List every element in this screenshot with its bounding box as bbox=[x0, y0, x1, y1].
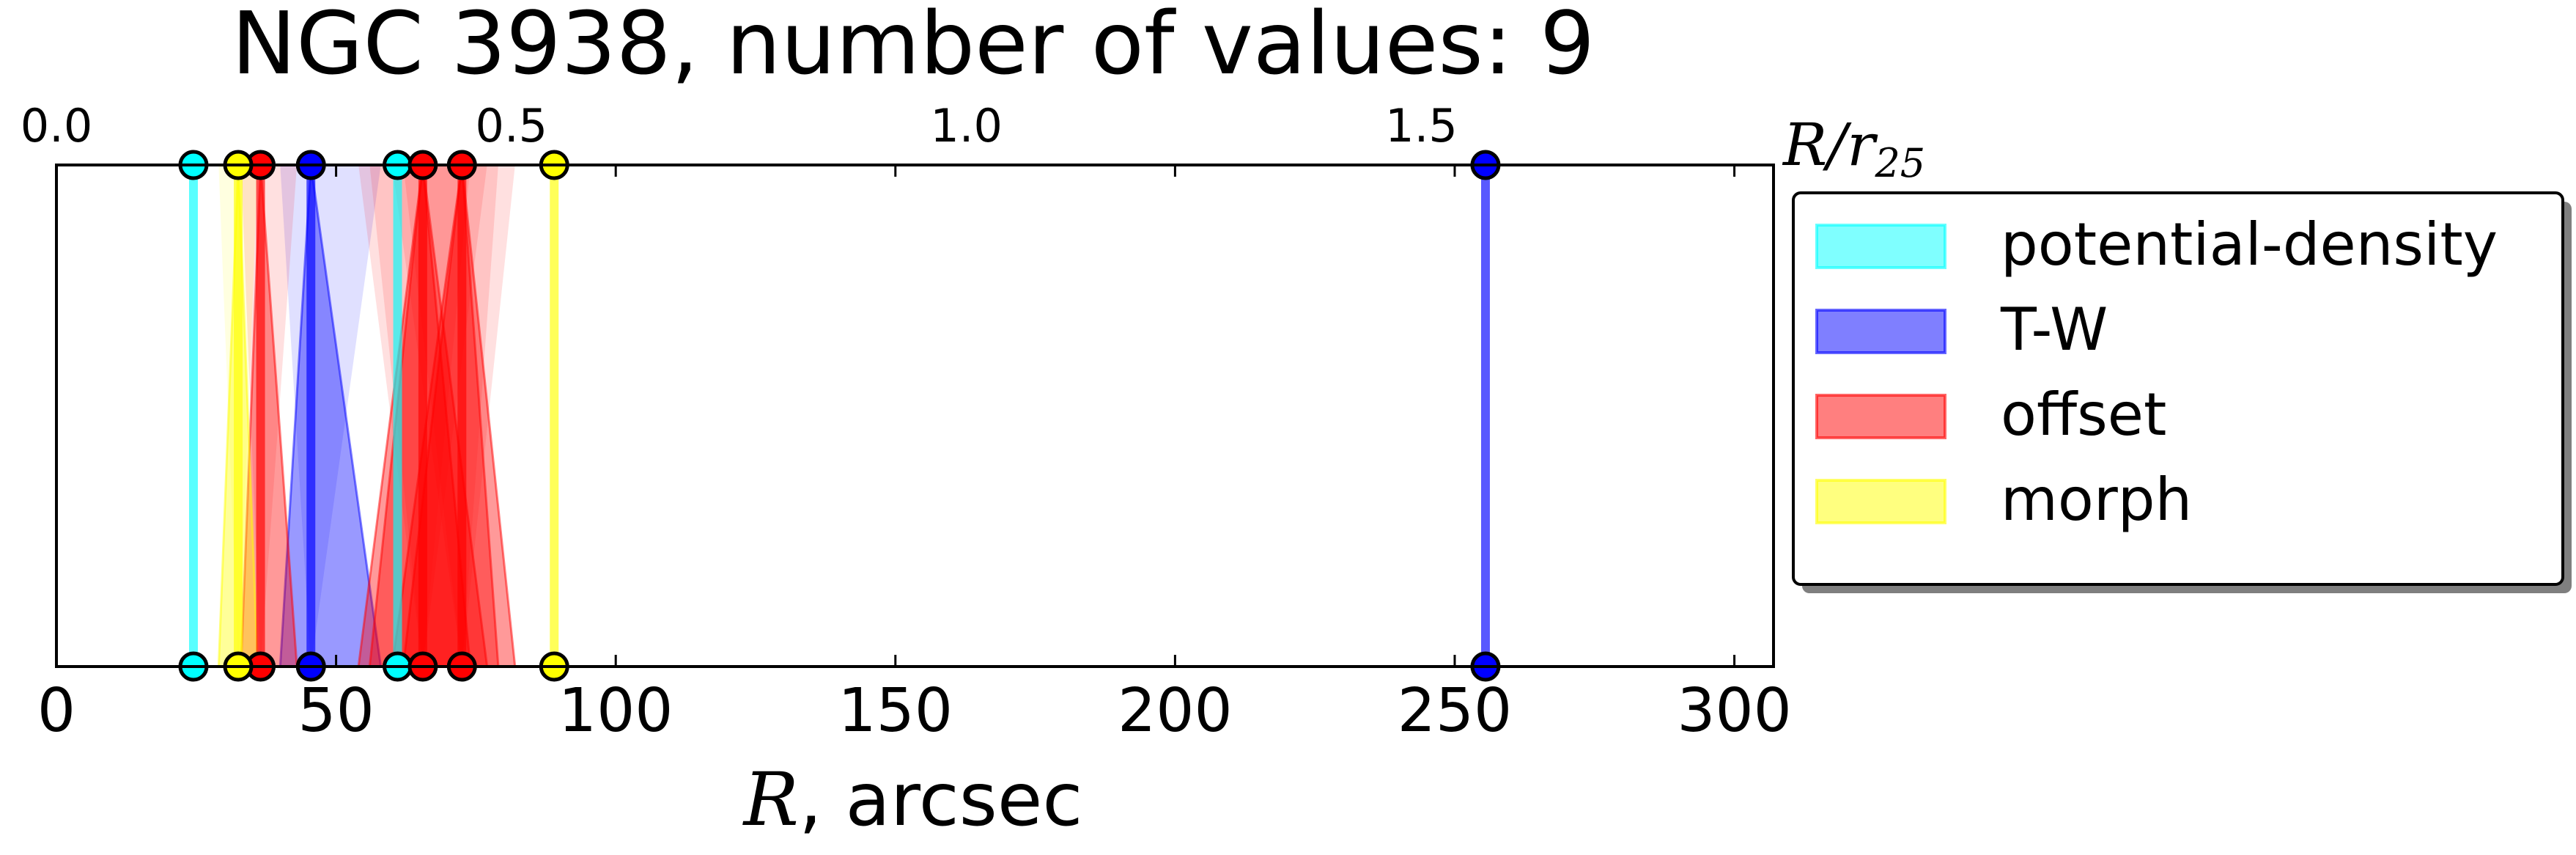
top-tick-label-3: 1.5 bbox=[1385, 99, 1458, 153]
top-tick-label-1: 0.5 bbox=[476, 99, 548, 153]
plot-frame bbox=[55, 164, 1775, 668]
legend-label-3: morph bbox=[2001, 466, 2192, 534]
x-axis-label-symbol: R bbox=[742, 757, 799, 843]
x-tick-label-1: 50 bbox=[298, 676, 374, 746]
x-tick-label-2: 100 bbox=[558, 676, 673, 746]
x-tick-label-3: 150 bbox=[838, 676, 953, 746]
x-tick-label-4: 200 bbox=[1118, 676, 1233, 746]
x-axis-label: R, arcsec bbox=[742, 757, 1083, 843]
top-tick-label-2: 1.0 bbox=[930, 99, 1003, 153]
bottom-axis: 0 50 100 150 200 250 300 bbox=[37, 165, 1792, 746]
top-axis-label-main: R/r bbox=[1782, 111, 1878, 179]
top-tick-label-0: 0.0 bbox=[21, 99, 93, 153]
top-axis-label-sub: 25 bbox=[1874, 140, 1925, 186]
legend-label-0: potential-density bbox=[2001, 210, 2498, 279]
span-inverse-1-0 bbox=[280, 165, 381, 667]
legend-swatch-3 bbox=[1815, 479, 1946, 524]
legend-label-1: T-W bbox=[2000, 296, 2108, 364]
legend: potential-density T-W offset morph bbox=[1792, 191, 2572, 593]
span-inverse-2-0 bbox=[240, 165, 298, 667]
x-tick-label-0: 0 bbox=[37, 676, 75, 746]
legend-box bbox=[1792, 191, 2564, 586]
top-axis-label: R/r25 bbox=[1782, 111, 1925, 186]
span-inverse-2-1 bbox=[358, 165, 470, 667]
legend-items: potential-density T-W offset morph bbox=[1815, 210, 2498, 534]
x-tick-label-6: 300 bbox=[1677, 676, 1792, 746]
legend-swatch-2 bbox=[1815, 394, 1946, 439]
legend-swatch-1 bbox=[1815, 309, 1946, 354]
legend-swatch-0 bbox=[1815, 224, 1946, 269]
x-axis-label-unit: , arcsec bbox=[799, 757, 1082, 843]
lines-layer bbox=[188, 165, 1490, 667]
chart-title: NGC 3938, number of values: 9 bbox=[232, 0, 1595, 94]
top-axis: 0.0 0.5 1.0 1.5 bbox=[21, 99, 1458, 153]
legend-label-2: offset bbox=[2001, 381, 2166, 449]
x-tick-label-5: 250 bbox=[1398, 676, 1513, 746]
